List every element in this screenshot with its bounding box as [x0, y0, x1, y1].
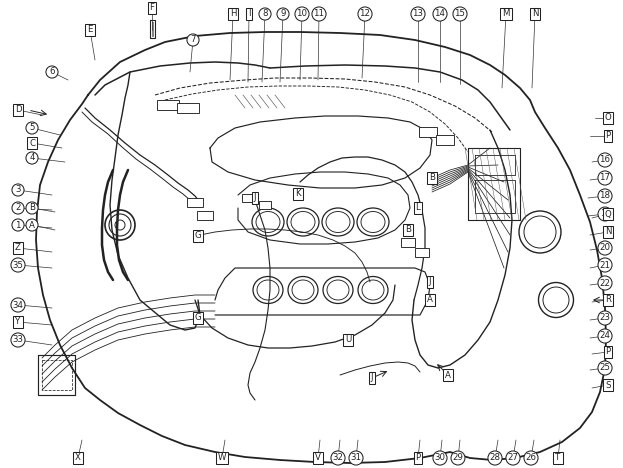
Bar — [242, 194, 254, 202]
Text: 34: 34 — [12, 300, 24, 309]
Text: I: I — [248, 9, 250, 19]
Text: 23: 23 — [599, 314, 611, 322]
Text: 18: 18 — [599, 191, 611, 200]
Text: 5: 5 — [29, 124, 35, 132]
Text: X: X — [75, 453, 81, 462]
Bar — [419, 127, 437, 137]
Text: J: J — [371, 373, 373, 382]
Text: 21: 21 — [599, 261, 611, 270]
Text: A: A — [445, 371, 451, 380]
Text: 2: 2 — [15, 204, 21, 212]
Text: G: G — [194, 314, 201, 322]
Text: J: J — [254, 193, 256, 203]
Text: 25: 25 — [599, 364, 611, 373]
Text: N: N — [605, 227, 611, 236]
Text: T: T — [555, 453, 561, 462]
Text: A: A — [427, 295, 433, 305]
Bar — [436, 135, 454, 145]
Text: N: N — [532, 9, 538, 19]
Text: 33: 33 — [12, 336, 24, 344]
Bar — [197, 211, 213, 219]
Text: 17: 17 — [599, 174, 611, 183]
Text: 10: 10 — [297, 9, 308, 19]
Text: B: B — [429, 174, 435, 183]
Bar — [157, 100, 179, 110]
Text: V: V — [315, 453, 321, 462]
Bar — [259, 201, 271, 209]
Text: E: E — [87, 25, 93, 35]
Text: J: J — [429, 278, 431, 286]
Text: 28: 28 — [490, 453, 500, 462]
Text: C: C — [29, 139, 35, 147]
Text: 7: 7 — [190, 36, 196, 44]
Text: 11: 11 — [313, 9, 325, 19]
Text: K: K — [295, 190, 301, 198]
Text: W: W — [218, 453, 226, 462]
Text: A: A — [29, 220, 35, 229]
Text: 6: 6 — [49, 67, 55, 76]
Text: 13: 13 — [412, 9, 424, 19]
Text: G: G — [194, 232, 201, 241]
Text: 22: 22 — [599, 278, 611, 287]
Text: 19: 19 — [599, 210, 611, 219]
Text: 3: 3 — [15, 185, 21, 195]
Text: 15: 15 — [455, 9, 465, 19]
Text: 14: 14 — [434, 9, 445, 19]
Text: 31: 31 — [351, 453, 361, 462]
Text: L: L — [416, 204, 421, 212]
Bar — [415, 248, 429, 256]
Text: Z: Z — [15, 243, 21, 253]
Text: 9: 9 — [280, 9, 286, 19]
Text: 20: 20 — [599, 243, 611, 253]
Text: 32: 32 — [333, 453, 343, 462]
Text: O: O — [605, 114, 611, 123]
Text: Q: Q — [605, 210, 611, 219]
Text: 29: 29 — [452, 453, 464, 462]
Text: 16: 16 — [599, 155, 611, 164]
Text: P: P — [606, 132, 611, 140]
Text: P: P — [606, 348, 611, 357]
Text: H: H — [230, 9, 236, 19]
Text: P: P — [416, 453, 421, 462]
Bar — [177, 103, 199, 113]
Text: 4: 4 — [29, 154, 35, 162]
Text: Y: Y — [16, 317, 21, 327]
Text: 26: 26 — [525, 453, 536, 462]
Text: B: B — [29, 204, 35, 212]
Text: 24: 24 — [599, 331, 611, 341]
Text: R: R — [605, 295, 611, 305]
Text: F: F — [150, 3, 155, 13]
Bar — [401, 237, 415, 247]
Text: U: U — [345, 336, 351, 344]
Text: 12: 12 — [359, 9, 371, 19]
Text: B: B — [405, 226, 411, 234]
Text: 8: 8 — [262, 9, 268, 19]
Bar — [187, 197, 203, 206]
Text: 1: 1 — [15, 220, 21, 229]
Text: S: S — [606, 380, 611, 389]
Text: 27: 27 — [508, 453, 518, 462]
Text: 30: 30 — [434, 453, 445, 462]
Text: D: D — [15, 105, 21, 115]
Text: M: M — [502, 9, 510, 19]
Text: 35: 35 — [12, 261, 24, 270]
